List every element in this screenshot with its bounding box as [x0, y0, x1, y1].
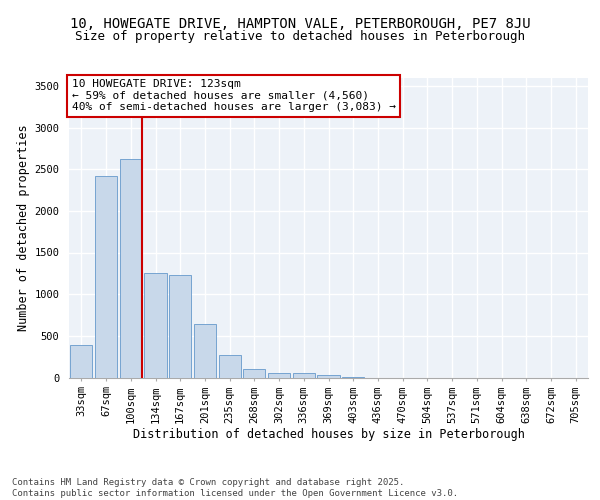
- Bar: [293, 374, 315, 378]
- Bar: [169, 275, 191, 378]
- X-axis label: Distribution of detached houses by size in Peterborough: Distribution of detached houses by size …: [133, 428, 524, 441]
- Bar: [268, 373, 290, 378]
- Text: 10, HOWEGATE DRIVE, HAMPTON VALE, PETERBOROUGH, PE7 8JU: 10, HOWEGATE DRIVE, HAMPTON VALE, PETERB…: [70, 18, 530, 32]
- Bar: [317, 375, 340, 378]
- Y-axis label: Number of detached properties: Number of detached properties: [17, 124, 30, 331]
- Bar: [218, 355, 241, 378]
- Bar: [119, 159, 142, 378]
- Bar: [70, 345, 92, 378]
- Bar: [342, 376, 364, 378]
- Bar: [243, 369, 265, 378]
- Text: Contains HM Land Registry data © Crown copyright and database right 2025.
Contai: Contains HM Land Registry data © Crown c…: [12, 478, 458, 498]
- Text: 10 HOWEGATE DRIVE: 123sqm
← 59% of detached houses are smaller (4,560)
40% of se: 10 HOWEGATE DRIVE: 123sqm ← 59% of detac…: [71, 79, 395, 112]
- Bar: [194, 324, 216, 378]
- Bar: [145, 274, 167, 378]
- Bar: [95, 176, 117, 378]
- Text: Size of property relative to detached houses in Peterborough: Size of property relative to detached ho…: [75, 30, 525, 43]
